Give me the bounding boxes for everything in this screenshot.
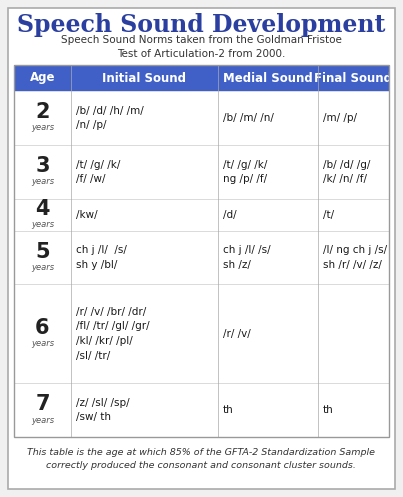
Text: th: th xyxy=(223,405,234,415)
Text: /d/: /d/ xyxy=(223,210,237,220)
Text: years: years xyxy=(31,339,54,348)
Bar xyxy=(14,199,389,231)
Text: /r/ /v/: /r/ /v/ xyxy=(223,329,251,339)
FancyBboxPatch shape xyxy=(8,8,395,489)
Text: Final Sound: Final Sound xyxy=(314,72,393,84)
Text: Initial Sound: Initial Sound xyxy=(102,72,187,84)
Text: /m/ /p/: /m/ /p/ xyxy=(323,113,357,123)
Text: 2: 2 xyxy=(35,102,50,122)
Text: 3: 3 xyxy=(35,156,50,176)
Bar xyxy=(14,65,389,437)
Bar xyxy=(14,231,389,284)
Text: /b/ /d/ /h/ /m/
/n/ /p/: /b/ /d/ /h/ /m/ /n/ /p/ xyxy=(76,105,144,130)
Text: 4: 4 xyxy=(35,199,50,219)
Text: /b/ /m/ /n/: /b/ /m/ /n/ xyxy=(223,113,274,123)
Text: /t/: /t/ xyxy=(323,210,334,220)
Text: th: th xyxy=(323,405,334,415)
Text: Speech Sound Development: Speech Sound Development xyxy=(17,13,385,37)
Text: /r/ /v/ /br/ /dr/
/fl/ /tr/ /gl/ /gr/
/kl/ /kr/ /pl/
/sl/ /tr/: /r/ /v/ /br/ /dr/ /fl/ /tr/ /gl/ /gr/ /k… xyxy=(76,307,150,361)
Text: This table is the age at which 85% of the GFTA-2 Standardization Sample
correctl: This table is the age at which 85% of th… xyxy=(27,448,375,470)
Text: years: years xyxy=(31,415,54,424)
Text: /t/ /g/ /k/
/f/ /w/: /t/ /g/ /k/ /f/ /w/ xyxy=(76,160,120,184)
Text: /l/ ng ch j /s/
sh /r/ /v/ /z/: /l/ ng ch j /s/ sh /r/ /v/ /z/ xyxy=(323,245,387,270)
Bar xyxy=(14,383,389,437)
Text: /b/ /d/ /g/
/k/ /n/ /f/: /b/ /d/ /g/ /k/ /n/ /f/ xyxy=(323,160,370,184)
Text: /t/ /g/ /k/
ng /p/ /f/: /t/ /g/ /k/ ng /p/ /f/ xyxy=(223,160,267,184)
Bar xyxy=(14,284,389,383)
Bar xyxy=(14,65,389,91)
Text: 5: 5 xyxy=(35,242,50,261)
Text: /z/ /sl/ /sp/
/sw/ th: /z/ /sl/ /sp/ /sw/ th xyxy=(76,398,130,422)
Bar xyxy=(14,91,389,145)
Text: 6: 6 xyxy=(35,318,50,338)
Text: ch j /l/ /s/
sh /z/: ch j /l/ /s/ sh /z/ xyxy=(223,245,271,270)
Text: Medial Sound: Medial Sound xyxy=(223,72,313,84)
Text: /kw/: /kw/ xyxy=(76,210,98,220)
Text: years: years xyxy=(31,177,54,186)
Text: 7: 7 xyxy=(35,394,50,414)
Bar xyxy=(14,145,389,199)
Text: years: years xyxy=(31,123,54,133)
Text: Speech Sound Norms taken from the Goldman Fristoe
Test of Articulation-2 from 20: Speech Sound Norms taken from the Goldma… xyxy=(60,35,341,59)
Text: ch j /l/  /s/
sh y /bl/: ch j /l/ /s/ sh y /bl/ xyxy=(76,245,127,270)
Text: Age: Age xyxy=(30,72,55,84)
Text: years: years xyxy=(31,263,54,272)
Text: years: years xyxy=(31,220,54,229)
